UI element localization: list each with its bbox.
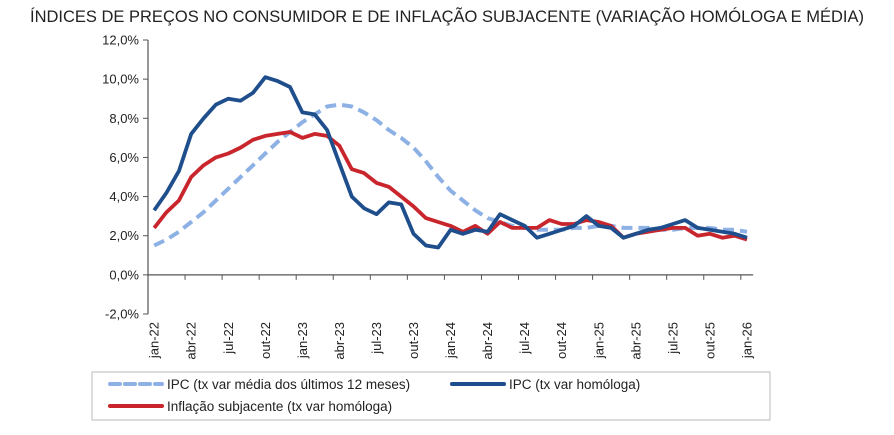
y-tick-label: 8,0% [109,111,139,126]
x-tick-label: out-24 [554,322,569,359]
x-tick-label: jan-22 [147,322,162,359]
y-tick-label: 6,0% [109,150,139,165]
y-tick-label: -2,0% [105,307,139,322]
y-tick-label: 2,0% [109,228,139,243]
x-tick-label: abr-22 [184,322,199,360]
x-tick-label: jan-26 [739,322,754,359]
x-tick-label: abr-23 [332,322,347,360]
x-tick-label: jul-22 [221,322,236,355]
series-line-inflacao-subjacente [152,130,748,242]
x-tick-label: jul-25 [665,322,680,355]
x-tick-label: out-22 [258,322,273,359]
y-tick-label: 10,0% [102,72,139,87]
legend-label-ipc-homologa: IPC (tx var homóloga) [509,377,640,392]
x-tick-label: out-25 [702,322,717,359]
legend-label-ipc-media: IPC (tx var média dos últimos 12 meses) [167,377,410,392]
x-tick-label: jan-24 [443,322,458,359]
x-tick-label: abr-24 [480,322,495,360]
y-tick-label: 4,0% [109,189,139,204]
x-tick-label: jul-23 [369,322,384,355]
series-line-ipc-homologa [152,75,748,250]
legend-label-inflacao-subjacente: Inflação subjacente (tx var homóloga) [167,399,392,414]
x-tick-label: jul-24 [517,322,532,355]
legend-box [91,371,771,421]
y-tick-label: 12,0% [102,33,139,48]
x-tick-label: out-23 [406,322,421,359]
chart-title: ÍNDICES DE PREÇOS NO CONSUMIDOR E DE INF… [30,6,864,26]
legend: IPC (tx var média dos últimos 12 meses) … [91,371,771,421]
x-tick-label: abr-25 [628,322,643,360]
x-tick-label: jan-23 [295,322,310,359]
y-tick-label: 0,0% [109,267,139,282]
x-tick-label: jan-25 [591,322,606,359]
